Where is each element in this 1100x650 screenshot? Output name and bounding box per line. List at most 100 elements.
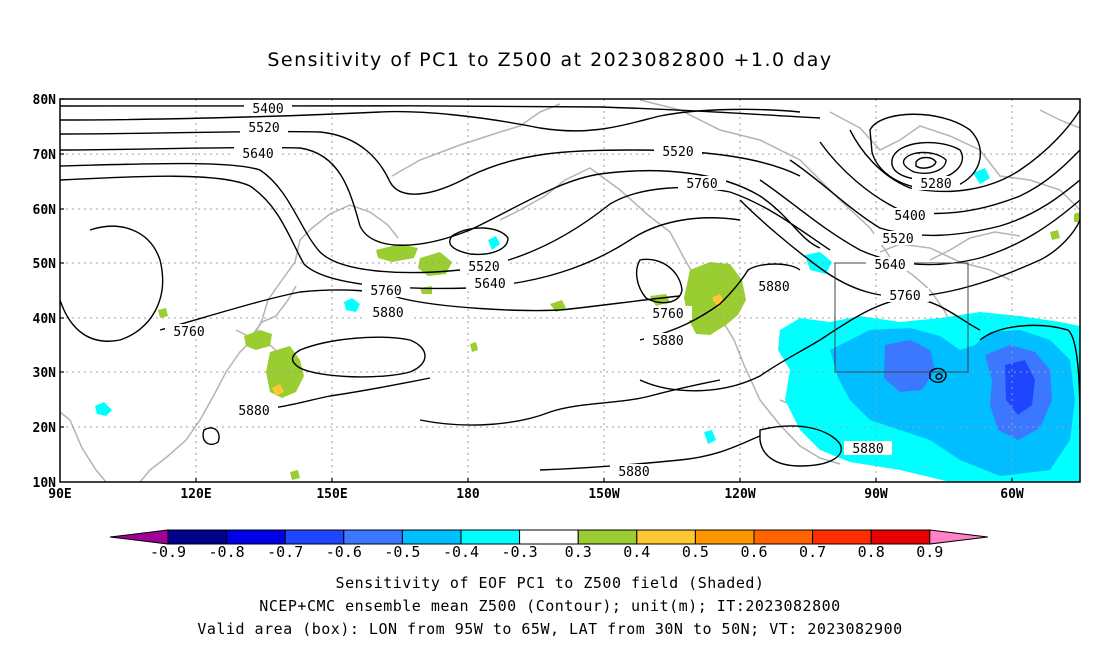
lon-label: 150E — [316, 487, 347, 502]
caption-line-1: Sensitivity of EOF PC1 to Z500 field (Sh… — [335, 574, 765, 592]
svg-text:5760: 5760 — [889, 289, 920, 304]
lon-label: 90W — [864, 487, 888, 502]
contour-label: 5520 — [874, 231, 922, 247]
lat-label: 80N — [33, 93, 57, 108]
svg-text:5640: 5640 — [874, 258, 905, 273]
colorbar-label: -0.5 — [384, 543, 420, 561]
colorbar-swatch — [401, 529, 462, 545]
svg-text:5880: 5880 — [372, 306, 403, 321]
svg-text:5400: 5400 — [252, 102, 283, 117]
svg-text:5280: 5280 — [920, 177, 951, 192]
lon-label: 90E — [48, 487, 71, 502]
longitude-labels: 90E 120E 150E 180 150W 120W 90W 60W — [48, 487, 1024, 502]
colorbar-swatches — [109, 529, 988, 545]
colorbar-min-arrow — [109, 529, 169, 545]
svg-text:5880: 5880 — [238, 404, 269, 419]
contour-label: 5520 — [240, 120, 288, 136]
contour-label: 5880 — [610, 464, 658, 480]
svg-text:5760: 5760 — [370, 284, 401, 299]
contour-label: 5760 — [644, 306, 692, 322]
colorbar-swatch — [694, 529, 755, 545]
svg-text:5760: 5760 — [173, 325, 204, 340]
contour-label: 5880 — [364, 305, 412, 321]
colorbar-swatch — [343, 529, 403, 545]
colorbar: -0.9 -0.8 -0.7 -0.6 -0.5 -0.4 -0.3 0.3 0.4 0.5 0.6… — [109, 529, 988, 561]
svg-text:5880: 5880 — [758, 280, 789, 295]
colorbar-label: 0.6 — [740, 543, 767, 561]
colorbar-label: 0.8 — [858, 543, 885, 561]
colorbar-label: -0.8 — [209, 543, 245, 561]
contour-label: 5760 — [678, 176, 726, 192]
lat-label: 30N — [33, 366, 57, 381]
latitude-labels: 80N 70N 60N 50N 40N 30N 20N 10N — [33, 93, 57, 491]
svg-text:5880: 5880 — [618, 465, 649, 480]
contour-label: 5280 — [912, 176, 960, 192]
contour-label: 5640 — [234, 146, 282, 162]
plot-area: 5400 5520 5640 5520 5760 5280 5400 5520 … — [60, 99, 1080, 482]
contour-label: 5640 — [466, 276, 514, 292]
colorbar-swatch — [284, 529, 345, 545]
contour-label: 5760 — [362, 283, 410, 299]
svg-text:5400: 5400 — [894, 209, 925, 224]
caption-line-3: Valid area (box): LON from 95W to 65W, L… — [197, 620, 903, 638]
colorbar-label: 0.5 — [682, 543, 709, 561]
colorbar-label: -0.6 — [326, 543, 362, 561]
colorbar-label: -0.4 — [443, 543, 479, 561]
contour-label: 5520 — [460, 259, 508, 275]
contour-label: 5760 — [881, 288, 929, 304]
colorbar-swatch — [636, 529, 696, 545]
colorbar-swatch — [870, 529, 931, 545]
lon-label: 120E — [180, 487, 211, 502]
colorbar-label: 0.9 — [916, 543, 943, 561]
svg-text:5760: 5760 — [686, 177, 717, 192]
axis-ticks — [60, 98, 1013, 482]
colorbar-label: 0.7 — [799, 543, 826, 561]
svg-text:5880: 5880 — [652, 334, 683, 349]
colorbar-label: -0.3 — [502, 543, 538, 561]
colorbar-swatch — [460, 529, 521, 545]
colorbar-swatch — [753, 529, 814, 545]
lat-label: 50N — [33, 257, 57, 272]
contour-label: 5880 — [644, 333, 692, 349]
svg-text:5520: 5520 — [468, 260, 499, 275]
svg-text:5520: 5520 — [662, 145, 693, 160]
contour-label: 5400 — [244, 101, 292, 117]
svg-text:5880: 5880 — [852, 442, 883, 457]
colorbar-max-arrow — [929, 529, 988, 545]
contour-label: 5400 — [886, 208, 934, 224]
svg-text:5760: 5760 — [652, 307, 683, 322]
lon-label: 150W — [588, 487, 619, 502]
colorbar-swatch — [812, 529, 872, 545]
colorbar-swatch — [226, 529, 286, 545]
caption-line-2: NCEP+CMC ensemble mean Z500 (Contour); u… — [259, 597, 841, 615]
contour-label: 5880 — [750, 279, 798, 295]
contour-label: 5640 — [866, 257, 914, 273]
lat-label: 60N — [33, 203, 57, 218]
plot-frame — [59, 98, 1081, 483]
lat-label: 10N — [33, 476, 57, 491]
colorbar-swatch — [577, 529, 638, 545]
contour-label: 5520 — [654, 144, 702, 160]
lon-label: 180 — [456, 487, 480, 502]
lat-label: 40N — [33, 312, 57, 327]
contour-label: 5760 — [165, 324, 213, 340]
svg-text:5640: 5640 — [242, 147, 273, 162]
colorbar-label: -0.9 — [150, 543, 186, 561]
contour-labels: 5400 5520 5640 5520 5760 5280 5400 5520 … — [165, 101, 960, 480]
colorbar-labels: -0.9 -0.8 -0.7 -0.6 -0.5 -0.4 -0.3 0.3 0.4 0.5 0.6… — [150, 543, 943, 561]
lat-label: 20N — [33, 421, 57, 436]
negative-sensitivity-shading — [95, 168, 1080, 482]
gridlines — [60, 99, 1080, 482]
lat-label: 70N — [33, 148, 57, 163]
svg-text:5520: 5520 — [248, 121, 279, 136]
colorbar-label: 0.3 — [565, 543, 592, 561]
svg-text:5520: 5520 — [882, 232, 913, 247]
colorbar-label: -0.7 — [267, 543, 303, 561]
chart-title: Sensitivity of PC1 to Z500 at 2023082800… — [267, 49, 833, 71]
colorbar-swatch — [167, 529, 228, 545]
contour-label: 5880 — [230, 403, 278, 419]
colorbar-label: 0.4 — [623, 543, 650, 561]
colorbar-swatch — [519, 529, 579, 545]
svg-text:5640: 5640 — [474, 277, 505, 292]
